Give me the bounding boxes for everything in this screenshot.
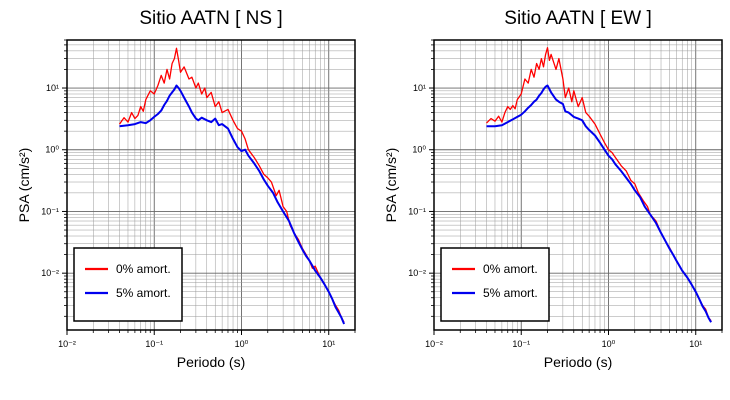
legend-label-1: 5% amort. — [116, 286, 171, 300]
x-tick-label: 10¹ — [689, 339, 702, 349]
y-tick-label: 10⁻² — [408, 268, 426, 278]
legend-label-1: 5% amort. — [483, 286, 538, 300]
series-line-damped — [486, 84, 712, 323]
axes: 10⁻² 10⁻¹ 10⁰ 10¹ 10⁻² 10⁻¹ 10⁰ 10¹ — [408, 39, 723, 349]
legend: 0% amort. 5% amort. — [73, 247, 183, 322]
x-tick-label: 10⁻¹ — [512, 339, 530, 349]
axes: 10⁻² 10⁻¹ 10⁰ 10¹ 10⁻² 10⁻¹ 10⁰ 10¹ — [41, 39, 356, 349]
y-tick-label: 10⁻¹ — [41, 206, 59, 216]
series-group — [486, 47, 712, 323]
legend-label-0: 0% amort. — [483, 262, 538, 276]
plot-frame — [66, 39, 356, 331]
y-tick-label: 10¹ — [46, 83, 59, 93]
chart-title: Sitio AATN [ NS ] — [139, 8, 282, 29]
y-tick-label: 10⁰ — [412, 145, 426, 155]
y-tick-label: 10⁻² — [41, 268, 59, 278]
x-tick-label: 10⁰ — [602, 339, 616, 349]
x-tick-label: 10⁻² — [58, 339, 76, 349]
y-axis-label: PSA (cm/s²) — [16, 148, 32, 223]
x-tick-label: 10⁻² — [425, 339, 443, 349]
legend-box — [440, 247, 550, 322]
chart-panel-ew: Sitio AATN [ EW ] 10⁻² 10⁻¹ 10⁰ 10¹ 10⁻² 10⁻¹… — [383, 8, 723, 370]
chart-panel-ns: Sitio AATN [ NS ] 10⁻² 10⁻¹ 10⁰ 10¹ 10⁻² 10⁻¹… — [16, 8, 356, 370]
series-group — [118, 47, 346, 325]
y-tick-label: 10⁻¹ — [408, 206, 426, 216]
x-axis-label: Periodo (s) — [544, 354, 612, 370]
legend: 0% amort. 5% amort. — [440, 247, 550, 322]
y-axis-label: PSA (cm/s²) — [383, 148, 399, 223]
y-tick-label: 10⁰ — [45, 145, 59, 155]
legend-box — [73, 247, 183, 322]
chart-title: Sitio AATN [ EW ] — [504, 8, 651, 29]
legend-label-0: 0% amort. — [116, 262, 171, 276]
x-tick-label: 10⁻¹ — [145, 339, 163, 349]
x-axis-label: Periodo (s) — [177, 354, 245, 370]
plot-frame — [433, 39, 723, 331]
y-tick-label: 10¹ — [413, 83, 426, 93]
x-tick-label: 10¹ — [322, 339, 335, 349]
series-line-damped — [119, 84, 346, 325]
x-tick-label: 10⁰ — [235, 339, 249, 349]
